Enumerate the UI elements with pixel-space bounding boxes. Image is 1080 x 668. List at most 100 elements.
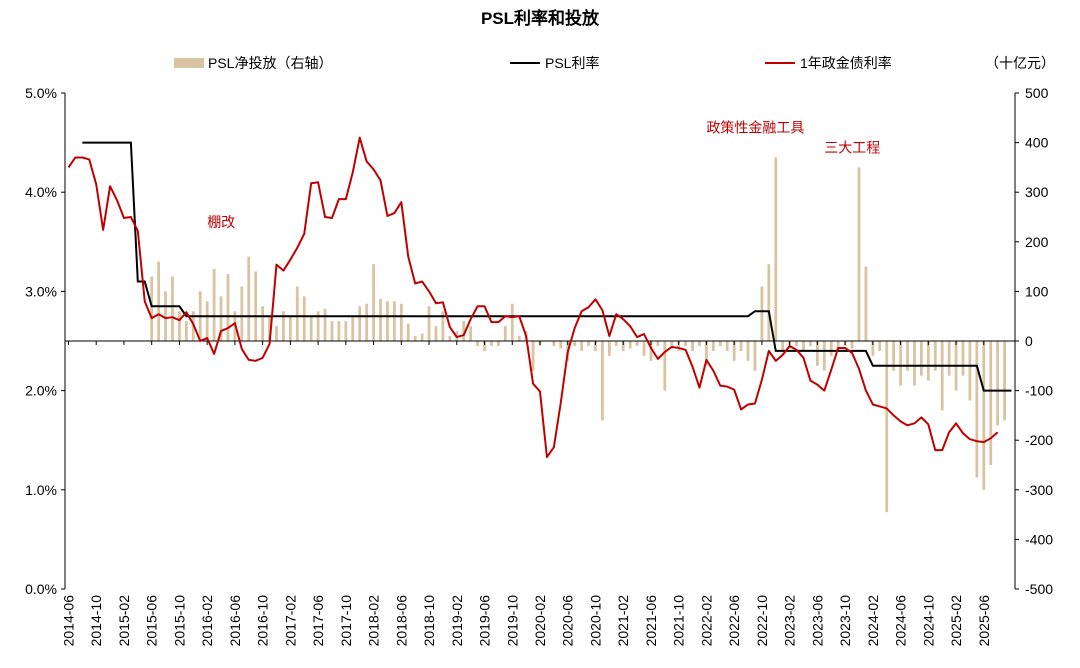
x-tick-label: 2017-10 [338, 595, 354, 647]
bar [219, 296, 223, 341]
bar [406, 323, 410, 341]
chart-title: PSL利率和投放 [481, 8, 600, 28]
bar [871, 341, 875, 356]
x-tick-label: 2025-02 [948, 595, 964, 647]
bar [476, 341, 479, 346]
bar [212, 269, 216, 341]
bar [503, 326, 507, 341]
bar [670, 341, 674, 349]
bar [878, 341, 882, 351]
bar [413, 336, 417, 341]
bar [420, 333, 424, 341]
x-tick-label: 2022-10 [754, 595, 770, 647]
bar [968, 341, 972, 401]
right-tick-label: 100 [1025, 283, 1049, 299]
bar [302, 296, 306, 341]
bar [490, 341, 493, 346]
bar [254, 271, 258, 341]
bar [961, 341, 965, 376]
bar [510, 303, 514, 341]
bar [892, 341, 896, 371]
bar [344, 321, 348, 341]
bar [587, 341, 590, 346]
bar [268, 316, 271, 341]
bar [656, 341, 660, 346]
right-tick-label: 300 [1025, 184, 1049, 200]
bar [573, 341, 577, 346]
bar [767, 264, 771, 341]
bar [601, 341, 604, 421]
bar [996, 341, 1000, 426]
bar [399, 303, 403, 341]
bar [365, 303, 369, 341]
bar [205, 301, 209, 341]
bar [919, 341, 923, 376]
bar [552, 341, 556, 346]
bar [184, 321, 188, 341]
bar [309, 316, 313, 341]
bar [372, 264, 375, 341]
bar [379, 298, 382, 341]
bar [649, 341, 653, 361]
legend-swatch-bars [174, 58, 204, 68]
bar [157, 261, 161, 341]
x-tick-label: 2023-06 [809, 595, 825, 647]
x-tick-label: 2017-02 [282, 595, 298, 647]
legend-label-bars: PSL净投放（右轴） [208, 55, 332, 71]
legend: PSL净投放（右轴） PSL利率 1年政金债利率 （十亿元） [174, 55, 1055, 71]
x-tick-label: 2019-10 [504, 595, 520, 647]
x-tick-label: 2014-10 [88, 595, 104, 647]
bar [760, 286, 764, 341]
x-tick-label: 2022-02 [698, 595, 714, 647]
bar [663, 341, 667, 391]
psl-rate-line [82, 141, 1012, 392]
bar [282, 311, 285, 341]
x-tick-label: 2016-02 [199, 595, 215, 647]
bar [711, 341, 715, 351]
bar [802, 341, 805, 351]
bar [698, 341, 701, 346]
x-tick-label: 2015-02 [116, 595, 132, 647]
left-tick-label: 3.0% [25, 283, 57, 299]
bar [288, 316, 292, 341]
bar [795, 341, 798, 346]
bar [531, 341, 535, 371]
x-tick-label: 2021-06 [643, 595, 659, 647]
bar [386, 301, 389, 341]
bar [358, 306, 362, 341]
bar [746, 341, 750, 361]
annotation: 三大工程 [824, 140, 880, 156]
bar [316, 311, 320, 341]
right-axis-unit: （十亿元） [985, 55, 1055, 71]
bar [684, 341, 688, 346]
bar [677, 341, 681, 351]
bar [774, 157, 778, 341]
bar [434, 326, 438, 341]
bar [261, 306, 265, 341]
x-tick-label: 2021-10 [671, 595, 687, 647]
bar [330, 321, 334, 341]
left-tick-label: 4.0% [25, 184, 57, 200]
x-tick-label: 2018-02 [366, 595, 382, 647]
legend-label-psl-rate: PSL利率 [545, 55, 599, 71]
bar [517, 336, 521, 341]
bar [809, 341, 812, 346]
bar [614, 341, 618, 346]
x-tick-label: 2024-10 [920, 595, 936, 647]
annotation: 棚改 [207, 214, 235, 230]
x-tick-label: 2016-10 [255, 595, 271, 647]
left-tick-label: 0.0% [25, 581, 57, 597]
left-tick-label: 1.0% [25, 482, 57, 498]
x-tick-label: 2015-10 [171, 595, 187, 647]
x-tick-label: 2019-06 [477, 595, 493, 647]
x-tick-label: 2016-06 [227, 595, 243, 647]
bar [975, 341, 979, 478]
bar [635, 341, 639, 346]
bar [705, 341, 708, 366]
bar [753, 341, 757, 371]
bar [947, 341, 951, 376]
bar [885, 341, 889, 513]
x-tick-label: 2014-06 [61, 595, 77, 647]
x-tick-label: 2023-10 [837, 595, 853, 647]
bar [441, 311, 445, 341]
